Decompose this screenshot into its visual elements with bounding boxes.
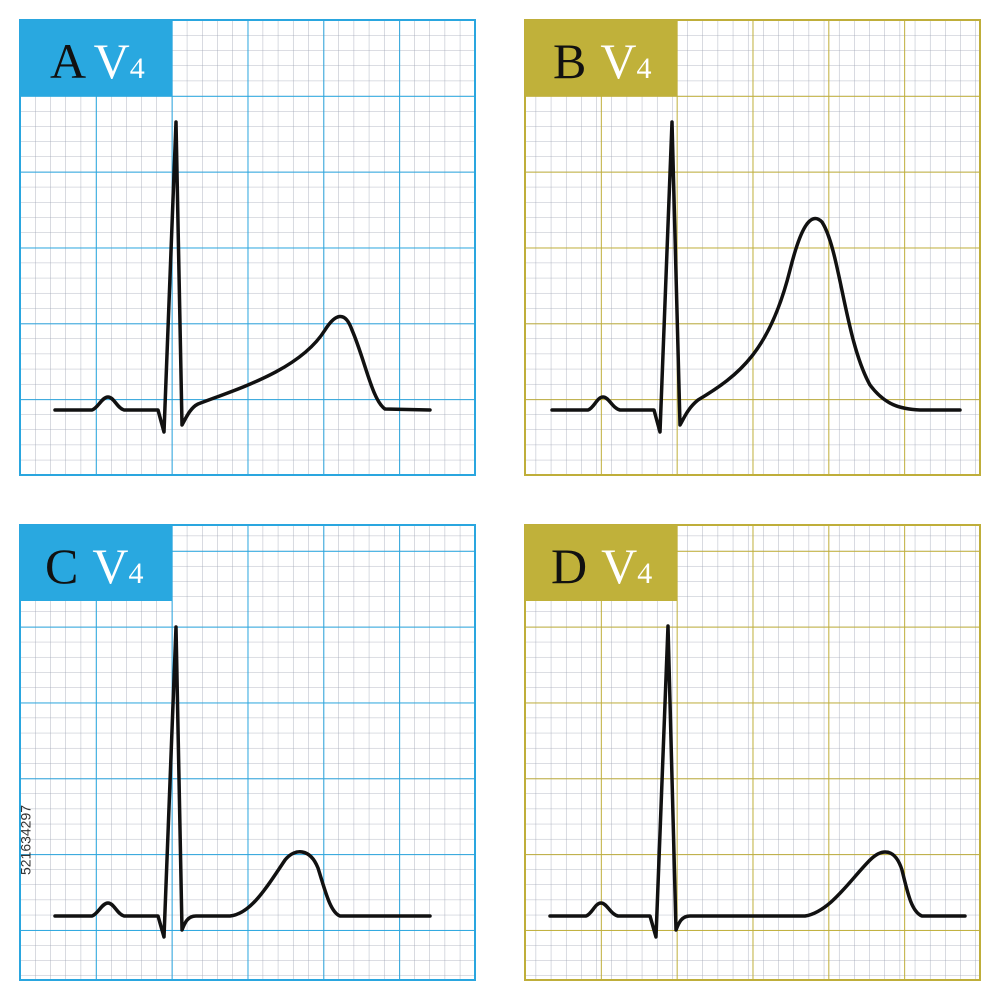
ecg-trace: [53, 120, 432, 434]
panel-b: B V4: [524, 19, 981, 476]
label-box: [20, 20, 172, 96]
watermark-id: 521634297: [18, 805, 34, 875]
panel-label: B V4: [553, 33, 651, 89]
panel-d: D V4: [524, 524, 981, 981]
panel-letter: B: [553, 33, 586, 89]
lead-name: V: [600, 33, 636, 89]
panel-a: A V4: [19, 19, 476, 476]
lead-index: 4: [128, 557, 143, 590]
ecg-trace: [550, 120, 962, 434]
lead-index: 4: [130, 52, 145, 85]
ecg-trace: [548, 624, 967, 939]
label-box: [20, 525, 172, 601]
lead-index: 4: [636, 52, 651, 85]
panel-letter: C: [45, 538, 78, 594]
panel-label: C V4: [45, 538, 143, 594]
panel-letter: D: [551, 538, 587, 594]
lead-name: V: [601, 538, 637, 594]
lead-name: V: [94, 33, 130, 89]
lead-index: 4: [637, 557, 652, 590]
label-box: [525, 525, 677, 601]
panel-c: C V4: [19, 524, 476, 981]
panel-label: D V4: [551, 538, 652, 594]
ecg-trace: [53, 625, 432, 939]
lead-name: V: [92, 538, 128, 594]
label-box: [525, 20, 677, 96]
